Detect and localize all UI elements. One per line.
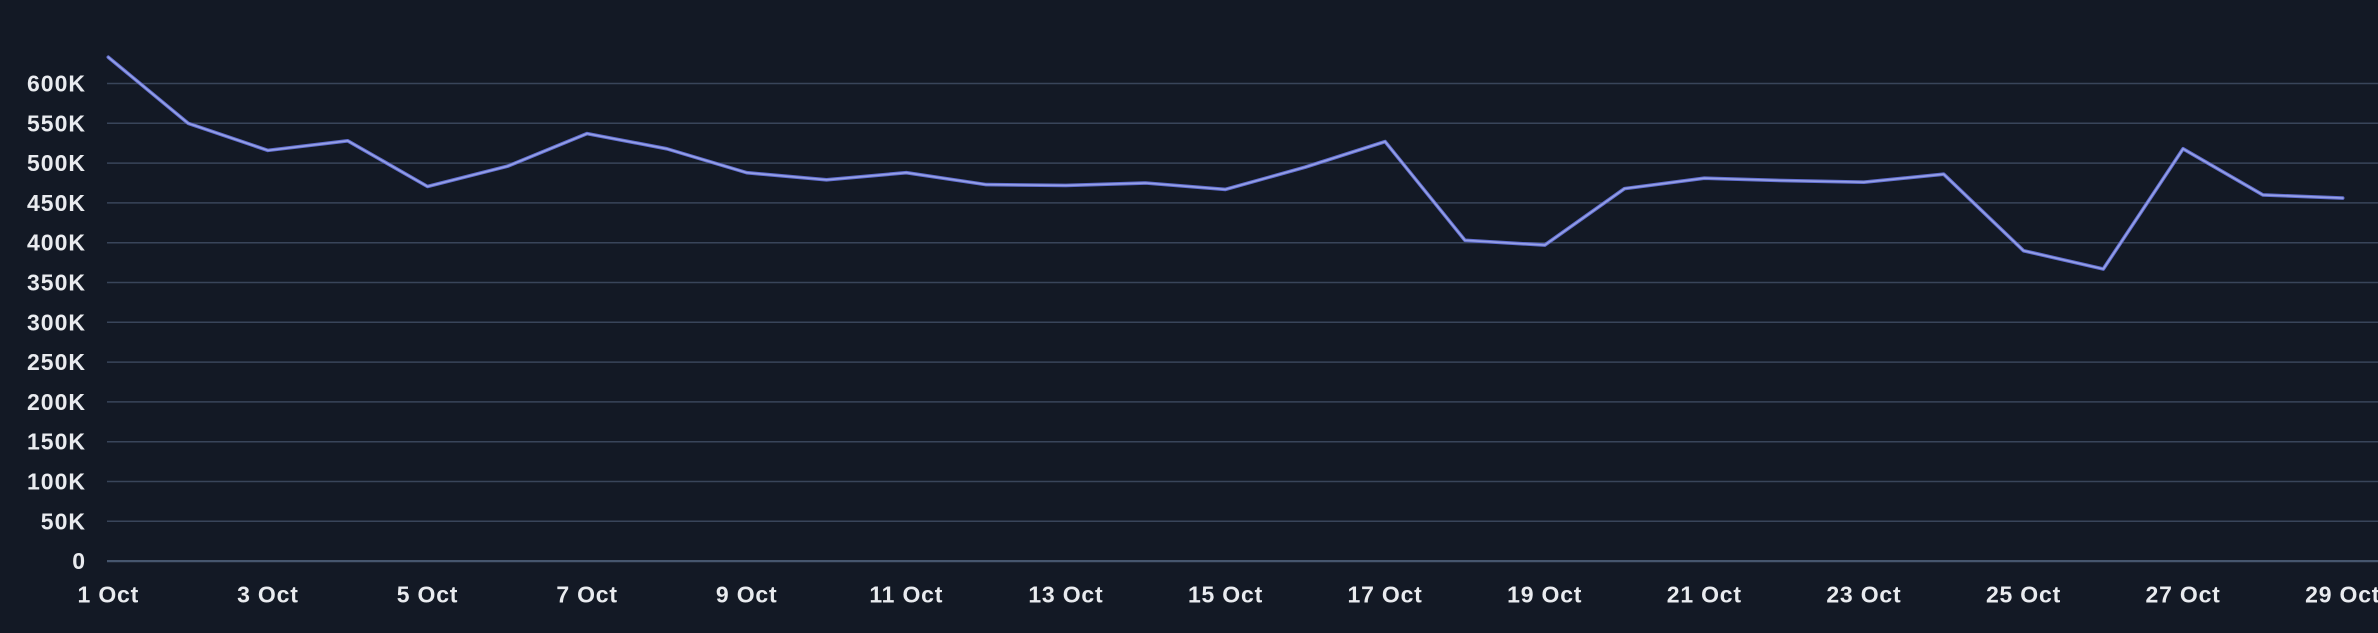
svg-text:550K: 550K <box>27 110 86 136</box>
svg-text:21 Oct: 21 Oct <box>1667 582 1742 608</box>
svg-text:450K: 450K <box>27 190 86 216</box>
svg-text:400K: 400K <box>27 230 86 256</box>
svg-text:7 Oct: 7 Oct <box>556 582 618 608</box>
svg-text:100K: 100K <box>27 469 86 495</box>
svg-text:9 Oct: 9 Oct <box>716 582 778 608</box>
svg-text:17 Oct: 17 Oct <box>1348 582 1423 608</box>
svg-text:5 Oct: 5 Oct <box>397 582 459 608</box>
svg-text:11 Oct: 11 Oct <box>869 582 943 608</box>
svg-text:25 Oct: 25 Oct <box>1986 582 2061 608</box>
svg-text:500K: 500K <box>27 150 86 176</box>
svg-text:1 Oct: 1 Oct <box>78 582 140 608</box>
svg-text:23 Oct: 23 Oct <box>1826 582 1901 608</box>
svg-text:50K: 50K <box>41 508 86 534</box>
svg-text:350K: 350K <box>27 270 86 296</box>
svg-text:3 Oct: 3 Oct <box>237 582 299 608</box>
svg-text:29 Oct: 29 Oct <box>2305 582 2378 608</box>
svg-text:13 Oct: 13 Oct <box>1028 582 1103 608</box>
svg-text:250K: 250K <box>27 349 86 375</box>
svg-text:300K: 300K <box>27 309 86 335</box>
svg-text:0: 0 <box>72 548 86 574</box>
svg-text:27 Oct: 27 Oct <box>2146 582 2221 608</box>
svg-text:150K: 150K <box>27 429 86 455</box>
svg-text:19 Oct: 19 Oct <box>1507 582 1582 608</box>
svg-text:200K: 200K <box>27 389 86 415</box>
svg-text:15 Oct: 15 Oct <box>1188 582 1263 608</box>
svg-text:600K: 600K <box>27 71 86 97</box>
